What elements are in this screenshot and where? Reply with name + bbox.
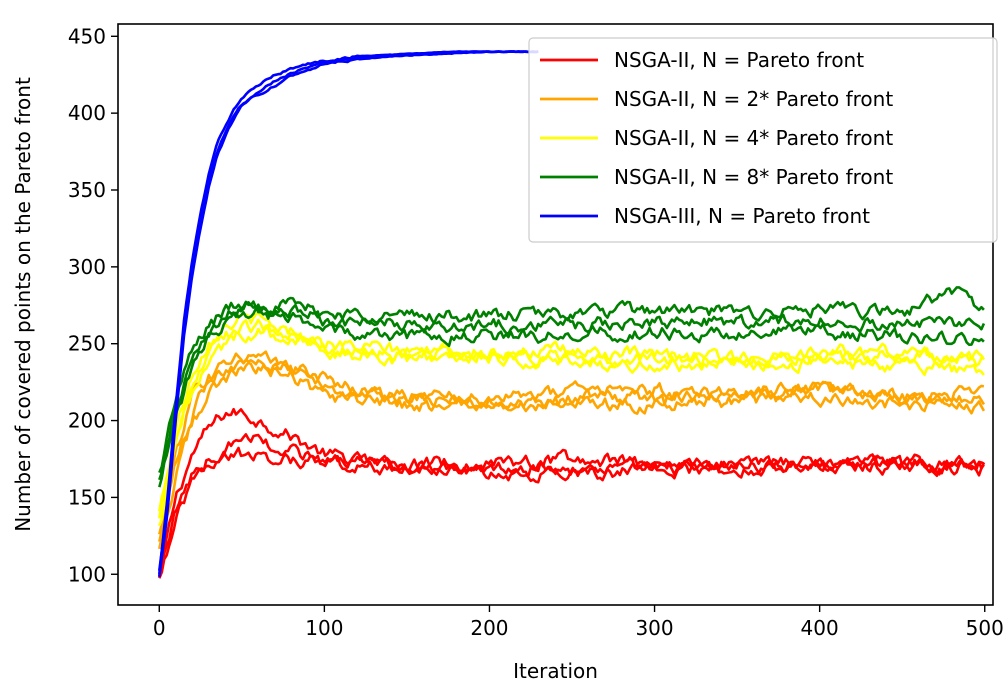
series-line [158,311,985,512]
legend-label: NSGA-III, N = Pareto front [614,204,870,228]
y-tick-label: 200 [68,409,106,433]
y-tick-label: 350 [68,178,106,202]
series-line [158,446,985,571]
x-tick-label: 300 [635,616,673,640]
y-tick-label: 150 [68,485,106,509]
series-line [158,50,539,571]
series-line [158,326,985,527]
x-tick-label: 200 [470,616,508,640]
series-line [158,303,985,488]
legend: NSGA-II, N = Pareto front NSGA-II, N = 2*… [528,37,998,243]
legend-label: NSGA-II, N = 8* Pareto front [614,165,893,189]
y-tick-label: 450 [68,24,106,48]
legend-label: NSGA-II, N = 2* Pareto front [614,87,893,111]
series-line [158,433,985,579]
y-tick-label: 100 [68,562,106,586]
legend-box [528,37,998,243]
x-tick-label: 500 [966,616,1004,640]
x-axis: 0 100 200 300 400 500 [153,605,1004,640]
plot-frame [117,23,994,606]
x-axis-label: Iteration [513,659,598,683]
legend-label: NSGA-II, N = Pareto front [614,48,864,72]
series-line [158,361,986,550]
y-axis-label: Number of covered points on the Pareto f… [11,77,35,532]
y-tick-label: 400 [68,101,106,125]
y-tick-label: 300 [68,255,106,279]
series-line [158,300,986,481]
series-line [158,286,985,474]
series-line [158,358,985,542]
plot-lines [158,50,986,579]
y-axis: 100 150 200 250 300 350 400 450 [68,24,118,586]
series-line [158,350,986,535]
x-tick-label: 100 [305,616,343,640]
x-tick-label: 400 [801,616,839,640]
series-line [158,318,985,519]
y-tick-label: 250 [68,332,106,356]
legend-label: NSGA-II, N = 4* Pareto front [614,126,893,150]
series-line [158,407,986,577]
x-tick-label: 0 [153,616,166,640]
